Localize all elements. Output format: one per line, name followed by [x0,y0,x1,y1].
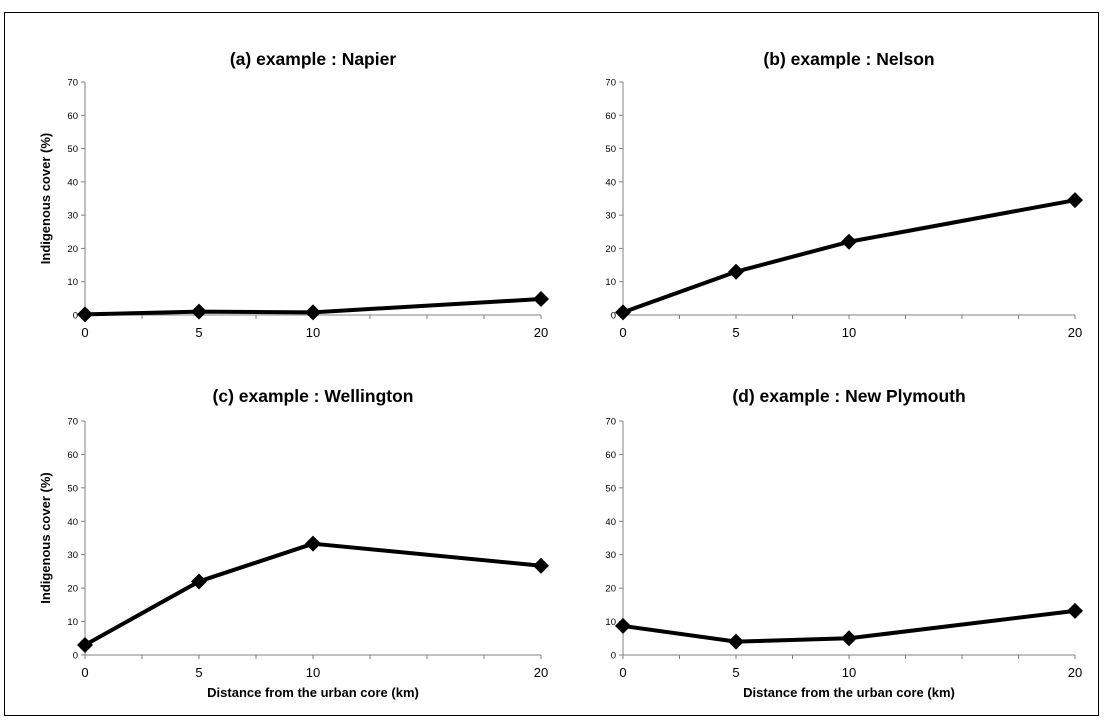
chart-panel-3: (d) example : New Plymouth01020304050607… [605,386,1083,700]
data-point-marker [728,633,744,650]
x-tick-label: 10 [842,665,856,680]
y-tick-label: 20 [67,584,78,595]
chart-panel-1: (b) example : Nelson 0 10 20 30 40 50 60 70 0 5 10 2… [605,49,1083,340]
data-point-marker [841,233,857,250]
x-tick-label: 5 [732,325,739,340]
data-point-marker [615,617,631,634]
y-tick-label: 60 [605,450,616,461]
y-axis-label: Indigenous cover (%) [38,472,53,603]
x-tick-label: 5 [195,325,202,340]
series-line [83,297,543,317]
data-point-marker [533,557,549,574]
data-point-marker [305,304,321,321]
y-tick-label: 70 [605,417,616,428]
data-point-marker [728,263,744,280]
y-tick-label: 60 [67,111,78,122]
y-tick-label: 50 [67,144,78,155]
chart-title: (d) example : New Plymouth [732,386,965,406]
y-tick-label: 0 [73,651,78,662]
y-tick-label: 40 [67,517,78,528]
series-line [621,198,1077,315]
y-tick-label: 40 [605,177,616,188]
figure-frame [4,12,1099,716]
data-point-marker [533,291,549,308]
y-tick-label: 50 [67,483,78,494]
x-tick-label: 0 [81,665,88,680]
y-tick-label: 10 [67,277,78,288]
y-tick-label: 10 [605,617,616,628]
x-tick-label: 20 [1068,665,1082,680]
y-tick-label: 20 [605,244,616,255]
y-tick-label: 10 [605,277,616,288]
y-tick-label: 30 [67,550,78,561]
y-tick-label: 70 [67,78,78,89]
y-tick-label: 70 [67,417,78,428]
chart-title: (b) example : Nelson [763,49,934,69]
y-tick-label: 30 [67,211,78,222]
y-tick-label: 30 [605,211,616,222]
y-tick-label: 40 [605,517,616,528]
x-axis-label: Distance from the urban core (km) [207,685,419,700]
y-tick-label: 50 [605,144,616,155]
chart-title: (a) example : Napier [230,49,396,69]
data-point-marker [191,573,207,590]
data-point-marker [1067,192,1083,209]
x-tick-label: 20 [1068,325,1082,340]
x-tick-label: 10 [842,325,856,340]
y-tick-label: 10 [67,617,78,628]
y-tick-label: 20 [67,244,78,255]
x-tick-label: 20 [534,665,548,680]
chart-panel-0: (a) example : Napier 0 10 20 30 40 50 60 70 0 5 10 2… [38,49,549,340]
data-point-marker [305,535,321,552]
x-tick-label: 5 [195,665,202,680]
y-tick-label: 60 [67,450,78,461]
y-tick-label: 0 [611,311,616,322]
y-tick-label: 40 [67,177,78,188]
chart-title: (c) example : Wellington [213,386,414,406]
y-tick-label: 30 [605,550,616,561]
data-point-marker [77,636,93,653]
y-tick-label: 60 [605,111,616,122]
series-line [621,608,1077,644]
x-tick-label: 0 [81,325,88,340]
x-tick-label: 10 [306,325,320,340]
data-point-marker [615,304,631,321]
y-tick-label: 50 [605,483,616,494]
data-point-marker [191,303,207,320]
x-tick-label: 20 [534,325,548,340]
data-point-marker [1067,602,1083,619]
y-tick-label: 70 [605,78,616,89]
x-tick-label: 0 [619,325,626,340]
data-point-marker [77,306,93,323]
x-tick-label: 10 [306,665,320,680]
y-tick-label: 0 [73,311,78,322]
y-axis-label: Indigenous cover (%) [38,133,53,264]
y-tick-label: 0 [611,651,616,662]
y-tick-label: 20 [605,584,616,595]
series-line [83,541,543,647]
x-tick-label: 5 [732,665,739,680]
chart-panel-2: (c) example : Wellington 0 10 20 30 40 50 60 70 0… [38,386,549,700]
x-tick-label: 0 [619,665,626,680]
x-axis-label: Distance from the urban core (km) [743,685,955,700]
data-point-marker [841,630,857,647]
